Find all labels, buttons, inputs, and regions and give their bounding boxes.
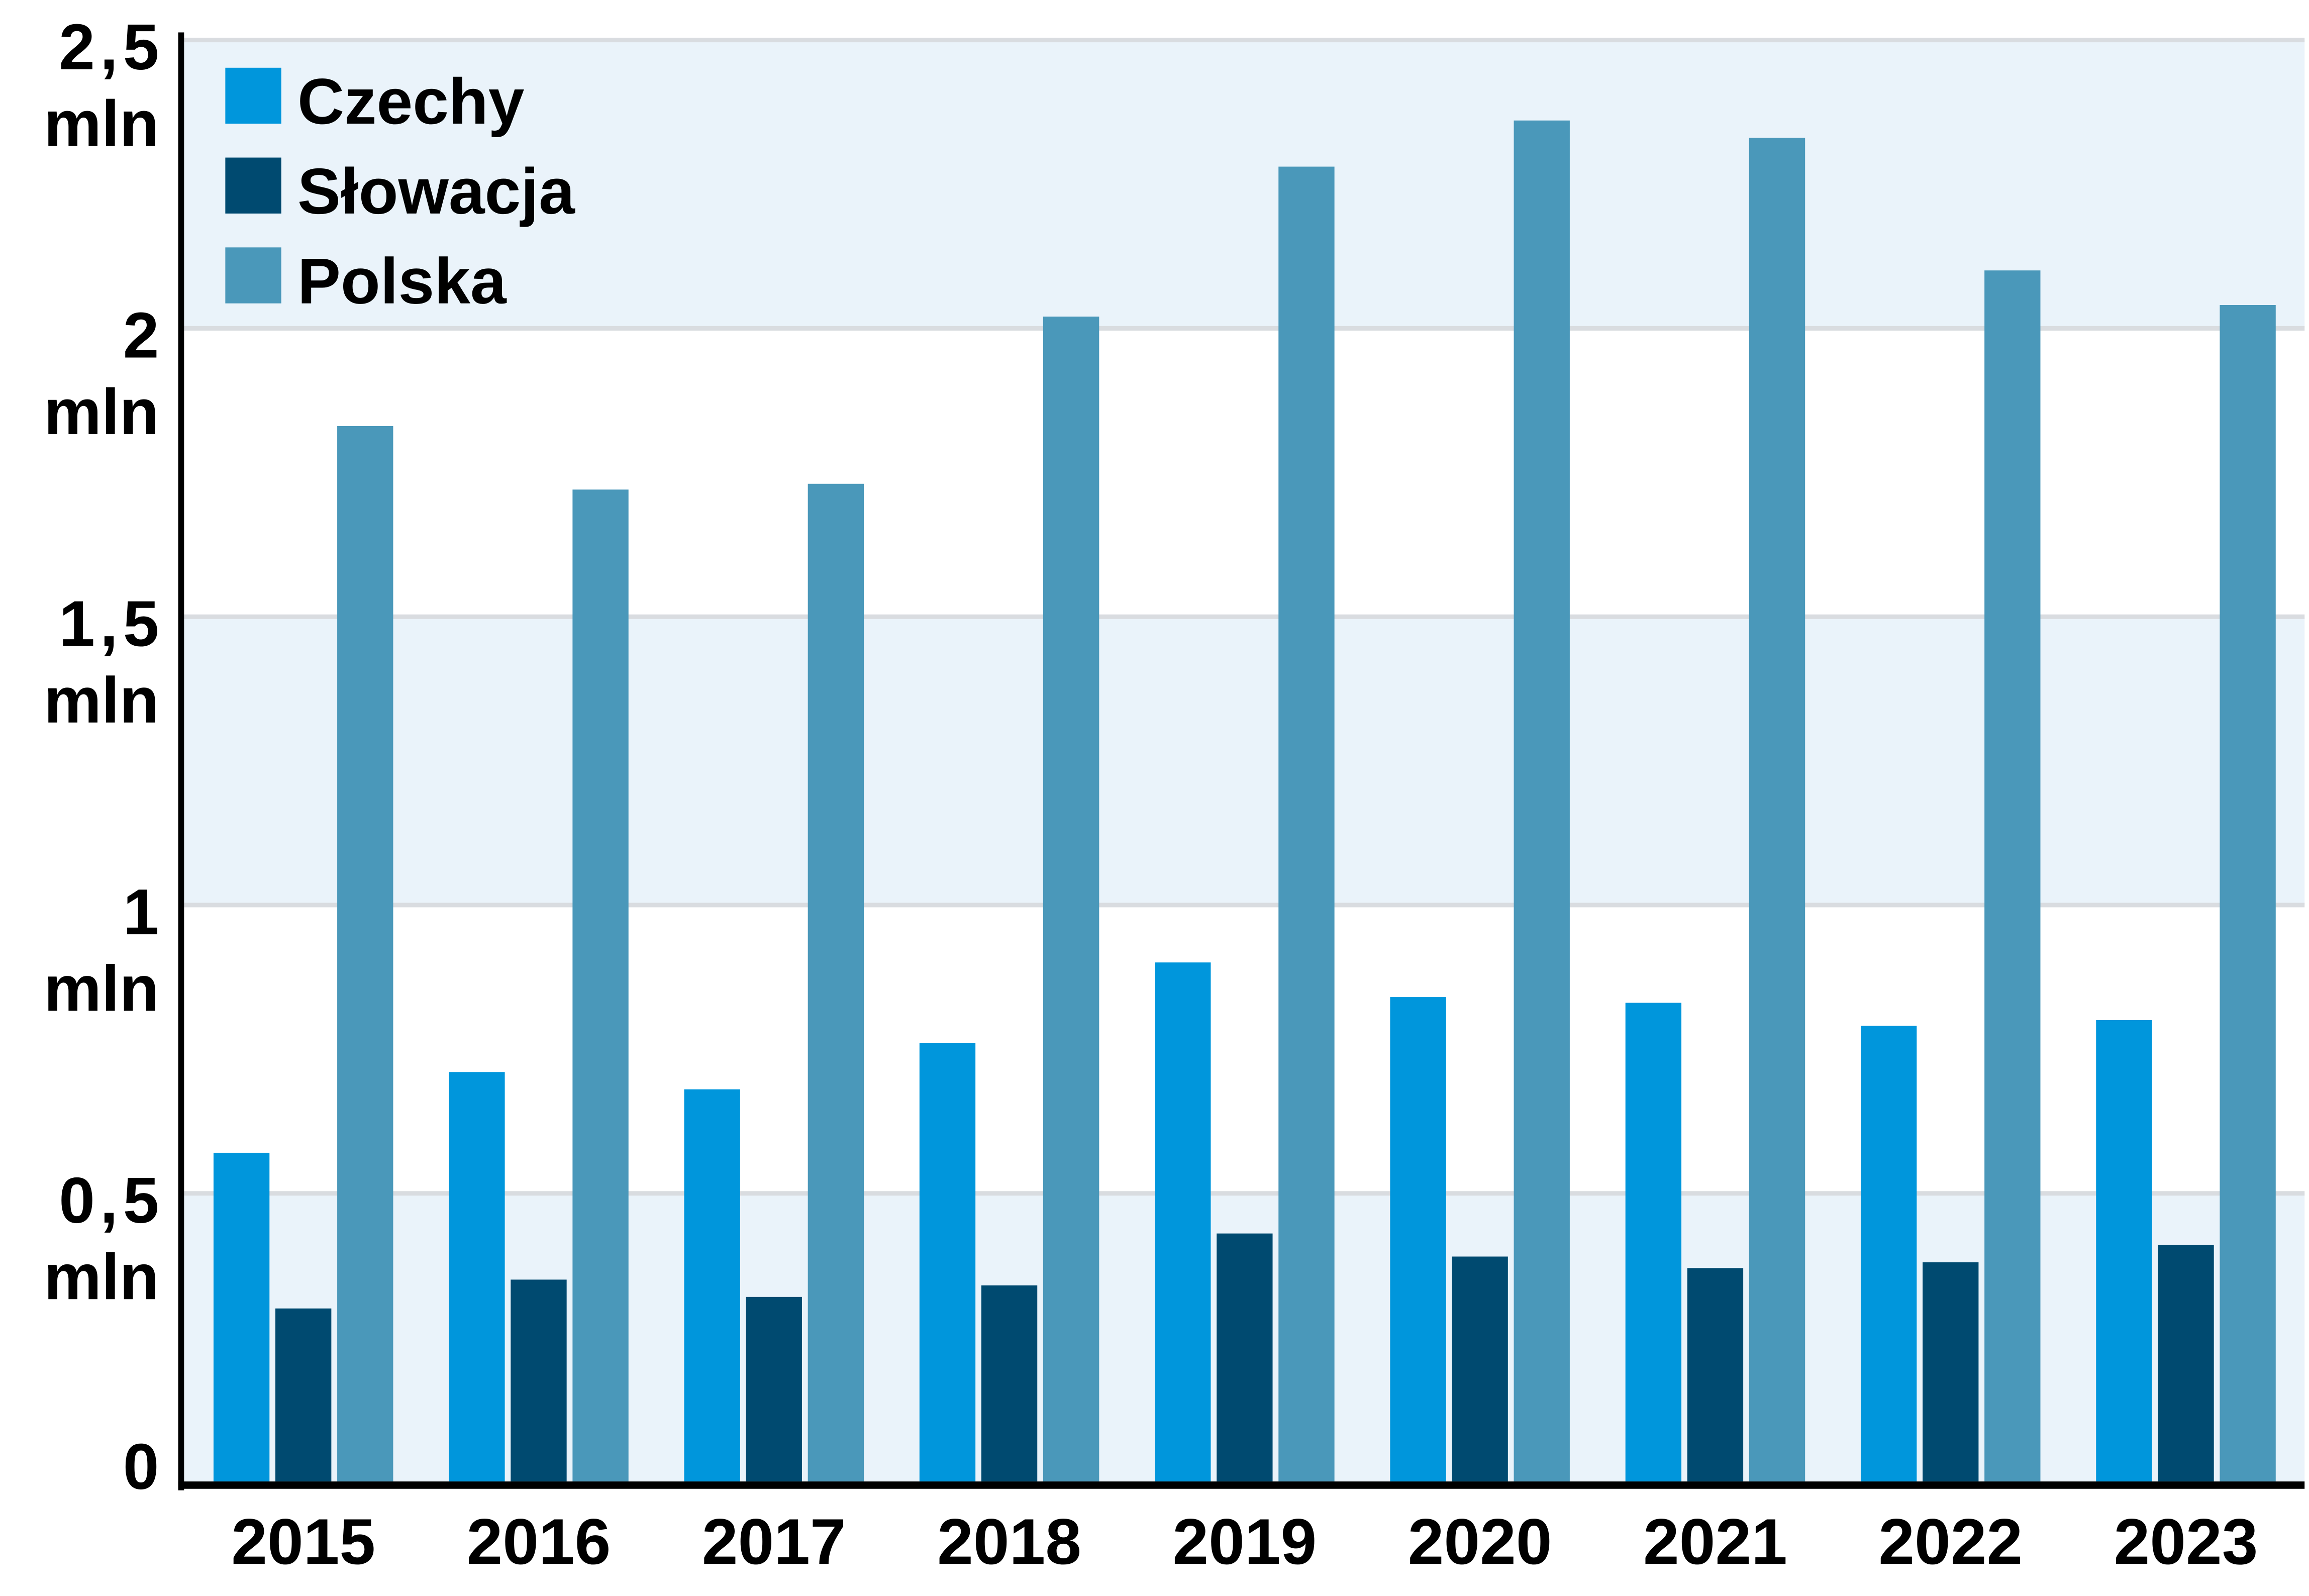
y-tick-unit: mln [44,376,159,448]
bars [213,120,2276,1482]
bar-czechy-2019 [1155,962,1211,1482]
bar-słowacja-2017 [746,1296,802,1482]
gridline [184,1191,2305,1196]
y-tick-label: 1 [123,876,159,948]
x-tick-label: 2021 [1643,1506,1787,1578]
x-tick-label: 2019 [1172,1506,1317,1578]
bar-polska-2023 [2220,305,2276,1482]
legend-swatch-czechy [225,67,281,124]
x-tick-label: 2018 [937,1506,1081,1578]
legend-swatch-polska [225,247,281,304]
bar-czechy-2018 [919,1043,976,1482]
legend-label: Polska [297,245,507,318]
legend-label: Słowacja [297,155,575,228]
legend-label: Czechy [297,65,525,138]
y-tick-label: 2,5 [59,11,159,83]
bar-polska-2020 [1514,120,1570,1482]
bar-polska-2018 [1043,316,1099,1482]
x-tick-label: 2016 [467,1506,611,1578]
bar-czechy-2020 [1390,997,1446,1482]
bar-słowacja-2015 [275,1308,332,1482]
bar-polska-2017 [808,483,864,1482]
bar-polska-2022 [1984,270,2041,1482]
y-tick-label: 1,5 [59,587,159,660]
background-band [184,616,2305,905]
bar-słowacja-2018 [981,1285,1038,1482]
bar-czechy-2023 [2096,1020,2152,1482]
bar-słowacja-2022 [1923,1262,1979,1482]
bar-polska-2016 [572,489,629,1482]
y-tick-unit: mln [44,87,159,160]
bar-czechy-2017 [684,1089,740,1482]
x-tick-label: 2022 [1878,1506,2023,1578]
bar-słowacja-2019 [1217,1233,1273,1482]
gridline [184,326,2305,331]
y-tick-label: 0,5 [59,1164,159,1237]
bar-słowacja-2016 [511,1279,567,1482]
y-tick-unit: mln [44,664,159,737]
x-tick-label: 2023 [2114,1506,2258,1578]
x-tick-label: 2015 [231,1506,375,1578]
bar-czechy-2022 [1860,1026,1917,1482]
gridlines [184,38,2305,1196]
x-tick-label: 2017 [702,1506,846,1578]
legend-swatch-słowacja [225,157,281,214]
y-tick-unit: mln [44,952,159,1025]
bar-słowacja-2021 [1687,1268,1744,1482]
legend: Czechy Słowacja Polska [225,65,575,318]
bar-słowacja-2020 [1452,1256,1508,1482]
x-tick-label: 2020 [1408,1506,1552,1578]
x-axis-line [178,1481,2305,1489]
axes [178,32,2305,1490]
y-tick-label: 2 [123,300,159,372]
y-tick-unit: mln [44,1241,159,1313]
bar-czechy-2015 [213,1152,270,1482]
x-axis-ticks: 2015 2016 2017 2018 2019 2020 2021 2022 2023 [231,1506,2258,1578]
background-band [184,40,2305,328]
bar-polska-2019 [1278,166,1335,1482]
y-tick-label: 0 [123,1431,159,1503]
gridline [184,903,2305,908]
bar-polska-2021 [1749,138,1805,1482]
bar-czechy-2021 [1625,1003,1682,1482]
bar-słowacja-2023 [2158,1245,2214,1482]
bar-polska-2015 [337,426,393,1482]
gridline [184,38,2305,43]
y-axis-line [178,32,184,1490]
gridline [184,614,2305,619]
bar-czechy-2016 [449,1072,505,1482]
